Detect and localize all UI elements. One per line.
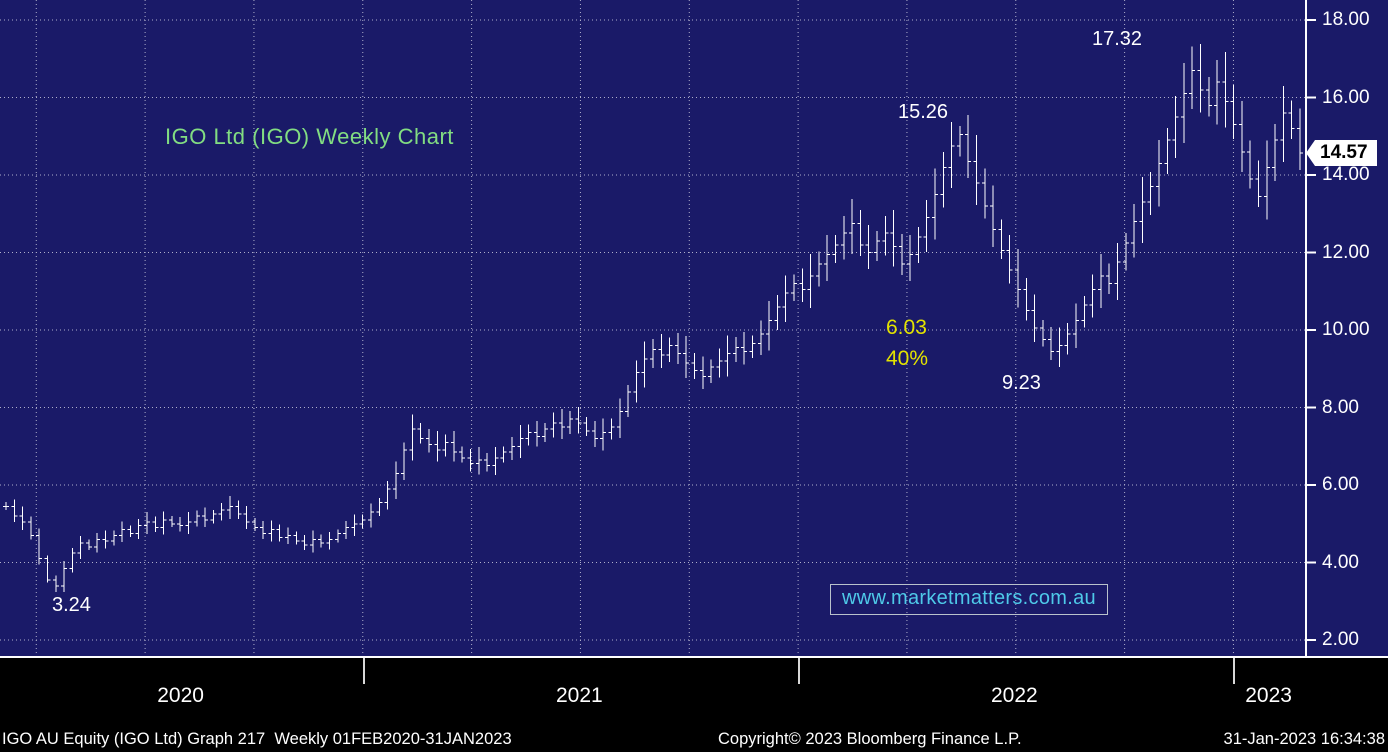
x-axis-year-label: 2020 — [157, 684, 204, 707]
annotation-peak-nov-2022: 17.32 — [1092, 28, 1143, 50]
y-axis-label: 2.00 — [1322, 629, 1359, 650]
annotation-drawdown-amount: 6.03 — [886, 316, 927, 339]
y-axis-label: 12.00 — [1322, 241, 1370, 263]
x-axis-year-separator — [797, 658, 800, 684]
x-axis-year-label: 2022 — [991, 684, 1038, 707]
y-axis-label: 16.00 — [1322, 86, 1370, 108]
y-axis-label: 18.00 — [1322, 9, 1370, 30]
annotation-drawdown-percent: 40% — [886, 347, 929, 370]
grid-lines — [0, 0, 1306, 656]
annotation-low-jul-2022: 9.23 — [1002, 372, 1041, 394]
status-timestamp: 31-Jan-2023 16:34:38 — [1223, 730, 1385, 748]
axes — [0, 0, 1388, 658]
chart-plot-area[interactable]: IGO Ltd (IGO) Weekly Chart 3.24 15.26 9.… — [0, 0, 1388, 658]
y-axis-label: 10.00 — [1322, 319, 1370, 340]
watermark-website: www.marketmatters.com.au — [830, 584, 1108, 615]
chart-title: IGO Ltd (IGO) Weekly Chart — [165, 124, 454, 149]
last-price-value: 14.57 — [1320, 141, 1368, 163]
annotation-low-2020: 3.24 — [52, 594, 91, 616]
status-security-info: IGO AU Equity (IGO Ltd) Graph 217 Weekly… — [2, 730, 512, 748]
x-axis-year-separator — [1232, 658, 1235, 684]
last-price-marker: 14.57 — [1306, 139, 1377, 166]
x-axis-years: 2020 2021 2022 2023 — [0, 658, 1388, 718]
annotation-drawdown: 6.03 40% — [886, 312, 928, 374]
y-axis-label: 6.00 — [1322, 474, 1359, 495]
y-axis-label: 4.00 — [1322, 551, 1359, 573]
status-copyright: Copyright© 2023 Bloomberg Finance L.P. — [718, 730, 1022, 748]
ohlc-bars — [3, 44, 1303, 593]
y-axis-label: 14.00 — [1322, 164, 1370, 185]
annotation-peak-apr-2022: 15.26 — [898, 101, 949, 123]
status-bar: IGO AU Equity (IGO Ltd) Graph 217 Weekly… — [0, 728, 1388, 752]
x-axis-year-label: 2021 — [556, 684, 603, 707]
x-axis-year-separator — [362, 658, 365, 684]
x-axis-year-label: 2023 — [1245, 684, 1292, 707]
price-chart-svg[interactable] — [0, 0, 1388, 658]
y-axis-label: 8.00 — [1322, 396, 1359, 418]
